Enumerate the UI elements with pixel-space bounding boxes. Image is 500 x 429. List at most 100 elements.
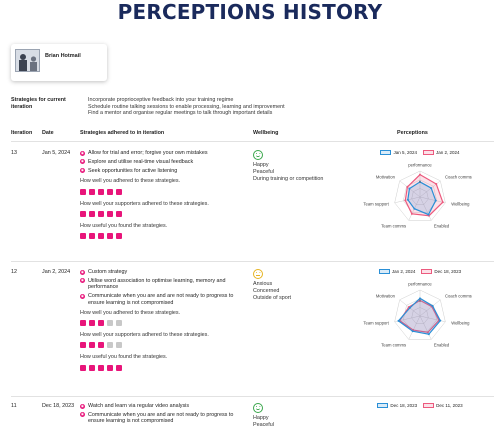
radar-axis-label: Team comms [381, 342, 406, 347]
legend-current[interactable]: Jan 5, 2024 [380, 150, 417, 155]
wellbeing-feeling: Peaceful [253, 422, 274, 428]
wellbeing-context: Outside of sport [253, 295, 292, 301]
radar-axis-label: performance [408, 163, 432, 168]
radar-series-current [397, 297, 441, 335]
radar-axis-label: Coach comms [445, 175, 472, 180]
radar-point [430, 187, 433, 190]
target-icon: ◉ [80, 412, 85, 418]
happy-face-icon [253, 150, 263, 160]
radar-point [419, 297, 421, 300]
rating-square [116, 342, 122, 349]
legend-previous[interactable]: Dec 11, 2023 [423, 403, 463, 408]
rating-self [80, 320, 248, 327]
current-strategy-item: Schedule routine talking sessions to ena… [88, 103, 285, 110]
wellbeing-feeling: Peaceful [253, 169, 274, 175]
radar-axis-label: Team support [363, 202, 389, 207]
wellbeing-cell: Happy Peaceful During training or compet… [253, 150, 323, 183]
rating-square [98, 188, 104, 195]
radar-legend: Jan 2, 2024 Dec 18, 2023 [355, 269, 485, 274]
target-icon: ◉ [80, 159, 85, 165]
radar-axis-label: Coach comms [445, 294, 472, 299]
rating-square [98, 210, 104, 217]
radar-legend: Jan 5, 2024 Jan 2, 2024 [355, 150, 485, 155]
radar-point [434, 199, 437, 202]
strategy-list: ◉ Watch and learn via regular video analy… [80, 403, 248, 427]
target-icon: ◉ [80, 403, 85, 409]
radar-point [404, 199, 407, 202]
current-strategy-item: Find a mentor and organise regular meeti… [88, 110, 273, 117]
current-strategy-item: Incorporate proprioceptive feedback into… [88, 97, 234, 103]
radar-grid-ring [411, 188, 429, 205]
rating-useful [80, 233, 248, 240]
rating-square [107, 342, 113, 349]
rating-square [98, 364, 104, 371]
rating-square [89, 233, 95, 240]
radar-axis-label: performance [408, 282, 432, 287]
rating-square [107, 320, 113, 327]
current-strategies-label: Strategies for current iteration [11, 97, 66, 110]
legend-previous[interactable]: Jan 2, 2024 [423, 150, 460, 155]
radar-point [426, 331, 429, 334]
rating-useful [80, 364, 248, 371]
question-supporters: How well your supporters adhered to thes… [80, 200, 209, 207]
rating-supporters [80, 210, 248, 217]
radar-grid-ring [394, 289, 446, 340]
radar-axis-label: Enabled [434, 223, 450, 228]
avatar [15, 49, 40, 72]
divider [11, 396, 494, 397]
radar-grid-ring [394, 170, 446, 221]
radar-chart: performance Coach comms Wellbeing Enabled Te… [363, 282, 472, 348]
radar-point [406, 185, 409, 188]
divider [11, 141, 494, 142]
target-icon: ◉ [80, 168, 85, 174]
radar-point [408, 306, 411, 309]
radar-point [431, 304, 434, 307]
rating-square [107, 210, 113, 217]
wellbeing-mood: Anxious [253, 281, 273, 287]
target-icon: ◉ [80, 278, 85, 284]
user-name: Brian Hotmail [45, 53, 81, 59]
radar-grid-ring [411, 307, 429, 324]
radar-axis-label: Wellbeing [451, 321, 470, 326]
perceptions-radar: Dec 18, 2023 Dec 11, 2023 [355, 403, 485, 410]
radar-axis-line [408, 315, 421, 340]
happy-face-icon [253, 403, 263, 413]
header-wellbeing: Wellbeing [253, 130, 279, 136]
strategy-list: ◉ Allow for trial and error; forgive your… [80, 150, 248, 245]
radar-axis-label: Motivation [376, 175, 396, 180]
question-self: How well you adhered to these strategies… [80, 178, 181, 185]
strategy-item: ◉ Utilise word association to optimise le… [80, 277, 226, 291]
wellbeing-cell: Anxious Concerned Outside of sport [253, 269, 291, 302]
radar-point [427, 213, 430, 216]
radar-axis-label: Enabled [434, 342, 450, 347]
radar-point [406, 198, 409, 201]
strategy-item: ◉ Custom strategy [80, 269, 128, 275]
rating-square [107, 364, 113, 371]
rating-square [89, 342, 95, 349]
legend-current[interactable]: Dec 18, 2023 [377, 403, 417, 408]
user-card[interactable]: Brian Hotmail [11, 44, 107, 81]
radar-point [441, 201, 444, 204]
rating-square [89, 210, 95, 217]
radar-point [408, 187, 411, 190]
radar-axis-label: Wellbeing [451, 202, 470, 207]
perceptions-radar: Jan 2, 2024 Dec 18, 2023 performance Coac… [355, 269, 485, 359]
legend-previous[interactable]: Dec 18, 2023 [421, 269, 461, 274]
rating-square [116, 364, 122, 371]
legend-current[interactable]: Jan 2, 2024 [378, 269, 415, 274]
radar-point [413, 207, 416, 210]
neutral-face-icon [253, 269, 263, 279]
rating-square [80, 320, 86, 327]
rating-square [80, 342, 86, 349]
perceptions-radar: Jan 5, 2024 Jan 2, 2024 performance Coach… [355, 150, 485, 240]
rating-square [107, 233, 113, 240]
rating-square [89, 320, 95, 327]
target-icon: ◉ [80, 269, 85, 275]
rating-square [116, 233, 122, 240]
current-strategies-list: Incorporate proprioceptive feedback into… [88, 97, 285, 117]
rating-square [89, 364, 95, 371]
radar-axis-line [419, 315, 432, 340]
divider [11, 261, 494, 262]
iteration-date: Dec 18, 2023 [42, 403, 75, 409]
header-date: Date [42, 130, 54, 136]
